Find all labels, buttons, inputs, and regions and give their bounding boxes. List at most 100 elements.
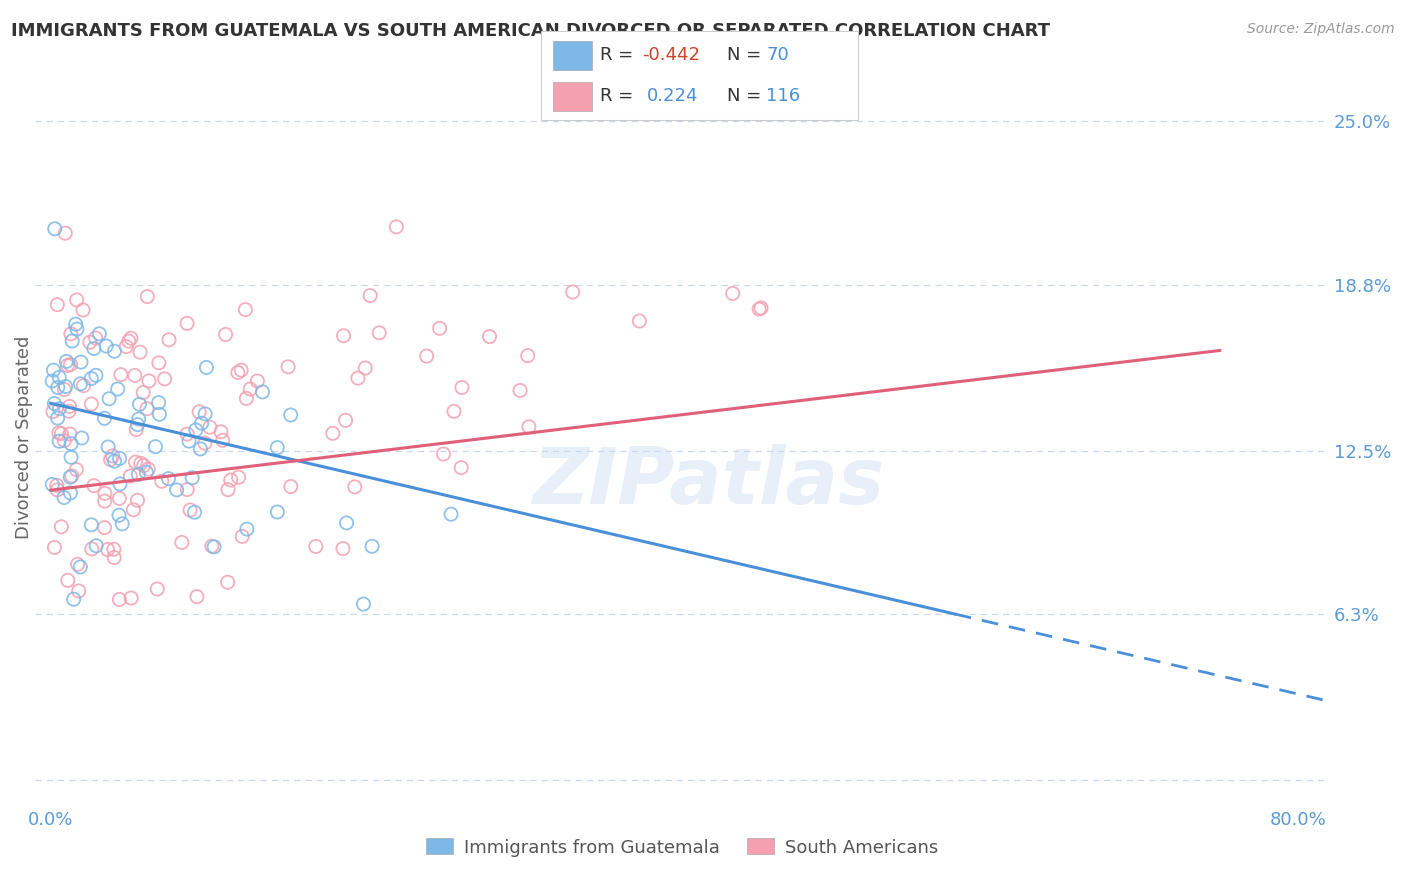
Point bbox=[233, 302, 256, 317]
Point bbox=[55, 379, 77, 393]
Point bbox=[44, 396, 66, 410]
Point bbox=[252, 384, 274, 399]
Point bbox=[80, 371, 103, 385]
Text: IMMIGRANTS FROM GUATEMALA VS SOUTH AMERICAN DIVORCED OR SEPARATED CORRELATION CH: IMMIGRANTS FROM GUATEMALA VS SOUTH AMERI… bbox=[11, 22, 1050, 40]
Point bbox=[108, 508, 131, 523]
Point bbox=[146, 582, 169, 596]
Point bbox=[66, 558, 89, 572]
Point bbox=[67, 584, 90, 599]
Point bbox=[108, 477, 131, 491]
Point bbox=[46, 483, 69, 497]
Point bbox=[188, 405, 211, 419]
Point bbox=[177, 434, 200, 448]
Point bbox=[124, 455, 146, 469]
Point bbox=[55, 354, 77, 368]
Point bbox=[132, 458, 155, 473]
Point bbox=[136, 462, 159, 476]
Point bbox=[60, 450, 83, 465]
Point bbox=[176, 483, 198, 497]
Text: N =: N = bbox=[727, 46, 766, 64]
Point bbox=[93, 494, 115, 508]
Point bbox=[354, 361, 377, 376]
Point bbox=[84, 539, 107, 553]
Point bbox=[120, 469, 142, 483]
Text: R =: R = bbox=[600, 46, 640, 64]
Point bbox=[48, 425, 70, 440]
Point bbox=[361, 539, 384, 553]
Point bbox=[84, 368, 107, 383]
Point bbox=[41, 374, 63, 388]
Point bbox=[343, 480, 366, 494]
Point bbox=[100, 452, 122, 467]
Point bbox=[72, 303, 94, 318]
Point bbox=[79, 335, 101, 350]
Point bbox=[166, 483, 188, 497]
Point bbox=[44, 221, 66, 235]
Point bbox=[450, 460, 472, 475]
Point bbox=[70, 355, 93, 369]
Point bbox=[194, 407, 217, 421]
Point bbox=[115, 340, 138, 354]
Text: -0.442: -0.442 bbox=[643, 46, 700, 64]
Point bbox=[176, 316, 198, 330]
Point bbox=[93, 520, 115, 534]
Point bbox=[266, 505, 288, 519]
Point bbox=[66, 322, 89, 336]
Point bbox=[72, 378, 94, 392]
Point bbox=[69, 376, 91, 391]
Point bbox=[53, 226, 76, 240]
Point bbox=[80, 541, 103, 556]
Point bbox=[97, 440, 120, 454]
Point bbox=[198, 420, 221, 434]
Text: ZIPatlas: ZIPatlas bbox=[531, 443, 884, 520]
Point bbox=[228, 470, 250, 484]
Point bbox=[97, 542, 120, 557]
Text: N =: N = bbox=[727, 87, 766, 105]
Point bbox=[170, 535, 193, 549]
Point bbox=[103, 542, 125, 557]
Point bbox=[136, 290, 159, 304]
Legend: Immigrants from Guatemala, South Americans: Immigrants from Guatemala, South America… bbox=[419, 831, 945, 863]
Point bbox=[98, 392, 121, 406]
Point bbox=[235, 392, 257, 406]
Point bbox=[111, 516, 134, 531]
Point bbox=[59, 326, 82, 341]
Point bbox=[219, 473, 242, 487]
Point bbox=[44, 541, 66, 555]
Point bbox=[201, 539, 224, 553]
Text: 70: 70 bbox=[766, 46, 789, 64]
Point bbox=[103, 344, 125, 359]
Point bbox=[335, 516, 357, 530]
Point bbox=[322, 426, 344, 441]
Point bbox=[83, 342, 105, 356]
Point bbox=[352, 597, 374, 611]
Point bbox=[103, 550, 125, 565]
Point bbox=[107, 382, 129, 396]
Point bbox=[266, 441, 288, 455]
Point bbox=[84, 331, 107, 345]
Point bbox=[509, 384, 531, 398]
Point bbox=[42, 404, 65, 418]
Point bbox=[368, 326, 391, 340]
Point bbox=[277, 359, 299, 374]
Point bbox=[53, 383, 76, 397]
Point bbox=[305, 540, 328, 554]
Text: R =: R = bbox=[600, 87, 645, 105]
Point bbox=[124, 368, 146, 383]
Point bbox=[231, 363, 253, 377]
Point bbox=[96, 339, 118, 353]
Point bbox=[332, 328, 354, 343]
Point bbox=[60, 469, 83, 483]
Point bbox=[239, 382, 262, 396]
Point bbox=[478, 329, 501, 343]
Point bbox=[128, 397, 150, 411]
Point bbox=[59, 400, 82, 414]
Point bbox=[332, 541, 354, 556]
Point bbox=[226, 366, 249, 380]
Point bbox=[59, 486, 82, 500]
Point bbox=[148, 356, 170, 370]
Point bbox=[145, 440, 167, 454]
Point bbox=[231, 529, 253, 543]
Point bbox=[51, 520, 73, 534]
Point bbox=[202, 540, 225, 554]
